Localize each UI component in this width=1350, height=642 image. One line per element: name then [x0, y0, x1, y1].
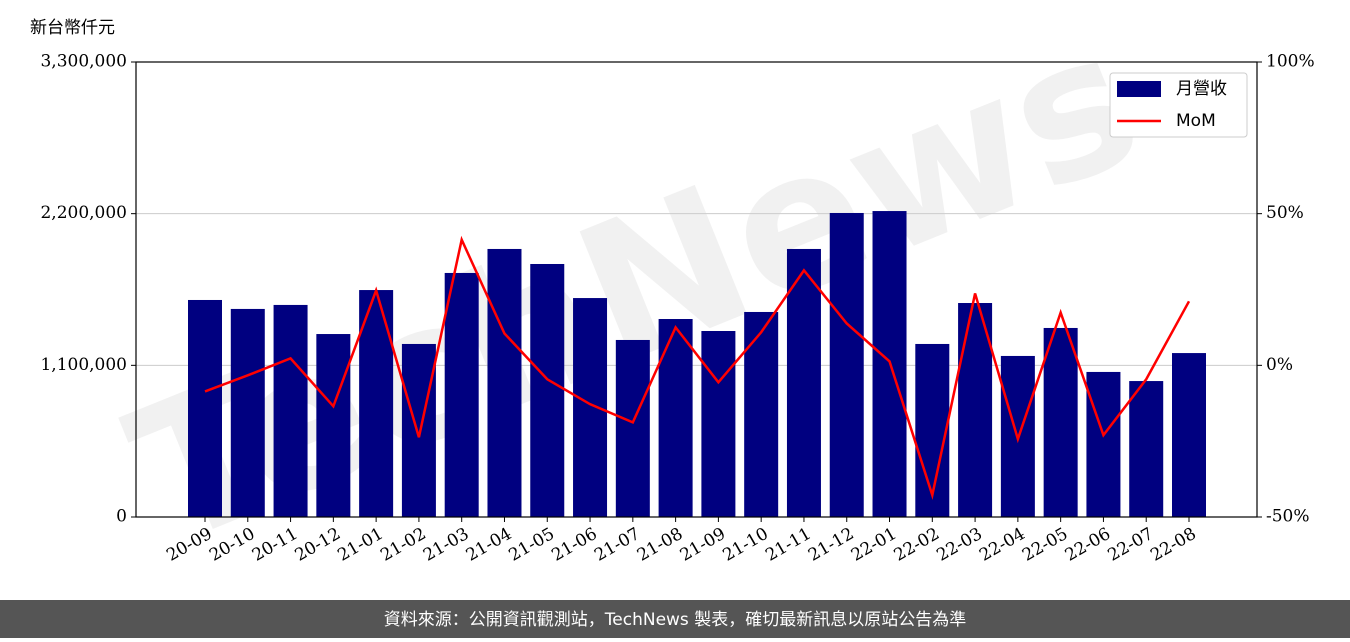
x-tick-label: 22-01 [848, 524, 900, 566]
x-tick-label: 22-02 [891, 524, 943, 566]
legend-label: 月營收 [1176, 79, 1227, 99]
bar [487, 248, 522, 518]
x-tick-label: 21-11 [762, 524, 814, 566]
y2-tick-label: 0% [1266, 355, 1293, 375]
x-tick-label: 21-01 [334, 524, 386, 566]
bar [573, 298, 608, 517]
bar [915, 343, 950, 517]
bar [530, 263, 565, 517]
x-tick-label: 22-03 [933, 524, 985, 566]
x-tick-label: 21-04 [463, 524, 515, 566]
bar [1172, 353, 1206, 517]
x-tick-label: 21-02 [377, 524, 429, 566]
footer: 資料來源：公開資訊觀測站，TechNews 製表，確切最新訊息以原站公告為準 [384, 610, 966, 630]
y-axis-label: 新台幣仟元 [30, 18, 115, 38]
y-tick-label: 0 [116, 507, 127, 527]
y-tick-label: 1,100,000 [40, 355, 127, 375]
x-tick-label: 22-06 [1062, 524, 1114, 566]
x-tick-label: 22-05 [1019, 524, 1071, 566]
x-tick-label: 22-07 [1105, 524, 1157, 566]
bar [273, 304, 308, 517]
x-tick-label: 21-12 [805, 524, 857, 566]
bar [1129, 381, 1164, 517]
x-tick-label: 21-08 [634, 524, 686, 566]
bar [958, 303, 993, 517]
y-tick-label: 2,200,000 [40, 203, 127, 223]
y2-tick-label: 50% [1266, 203, 1304, 223]
x-tick-label: 21-06 [548, 524, 600, 566]
bar [316, 334, 351, 517]
y-tick-label: 3,300,000 [40, 52, 127, 72]
y2-tick-label: -50% [1266, 507, 1310, 527]
footer-bar [0, 600, 1350, 638]
bar [1043, 327, 1078, 517]
bar [1086, 371, 1121, 517]
y2-tick-label: 100% [1266, 52, 1315, 72]
legend-label: MoM [1176, 111, 1216, 131]
bar [230, 308, 265, 517]
x-tick-label: 21-05 [506, 524, 558, 566]
plot-frame [135, 61, 1258, 518]
bar [444, 272, 479, 517]
bar [744, 311, 779, 517]
x-tick-label: 21-03 [420, 524, 472, 566]
x-tick-label: 21-10 [719, 524, 771, 566]
x-tick-label: 21-07 [591, 524, 643, 566]
x-tick-label: 22-08 [1147, 524, 1199, 566]
legend-swatch [1117, 81, 1161, 97]
bar [188, 299, 222, 517]
bar [786, 248, 821, 518]
bar [615, 339, 650, 517]
bar [701, 331, 736, 517]
line [204, 235, 1191, 501]
x-tick-label: 21-09 [677, 524, 729, 566]
x-tick-label: 22-04 [976, 524, 1028, 566]
bar [829, 212, 864, 517]
bar [401, 343, 436, 517]
bar [658, 319, 693, 517]
